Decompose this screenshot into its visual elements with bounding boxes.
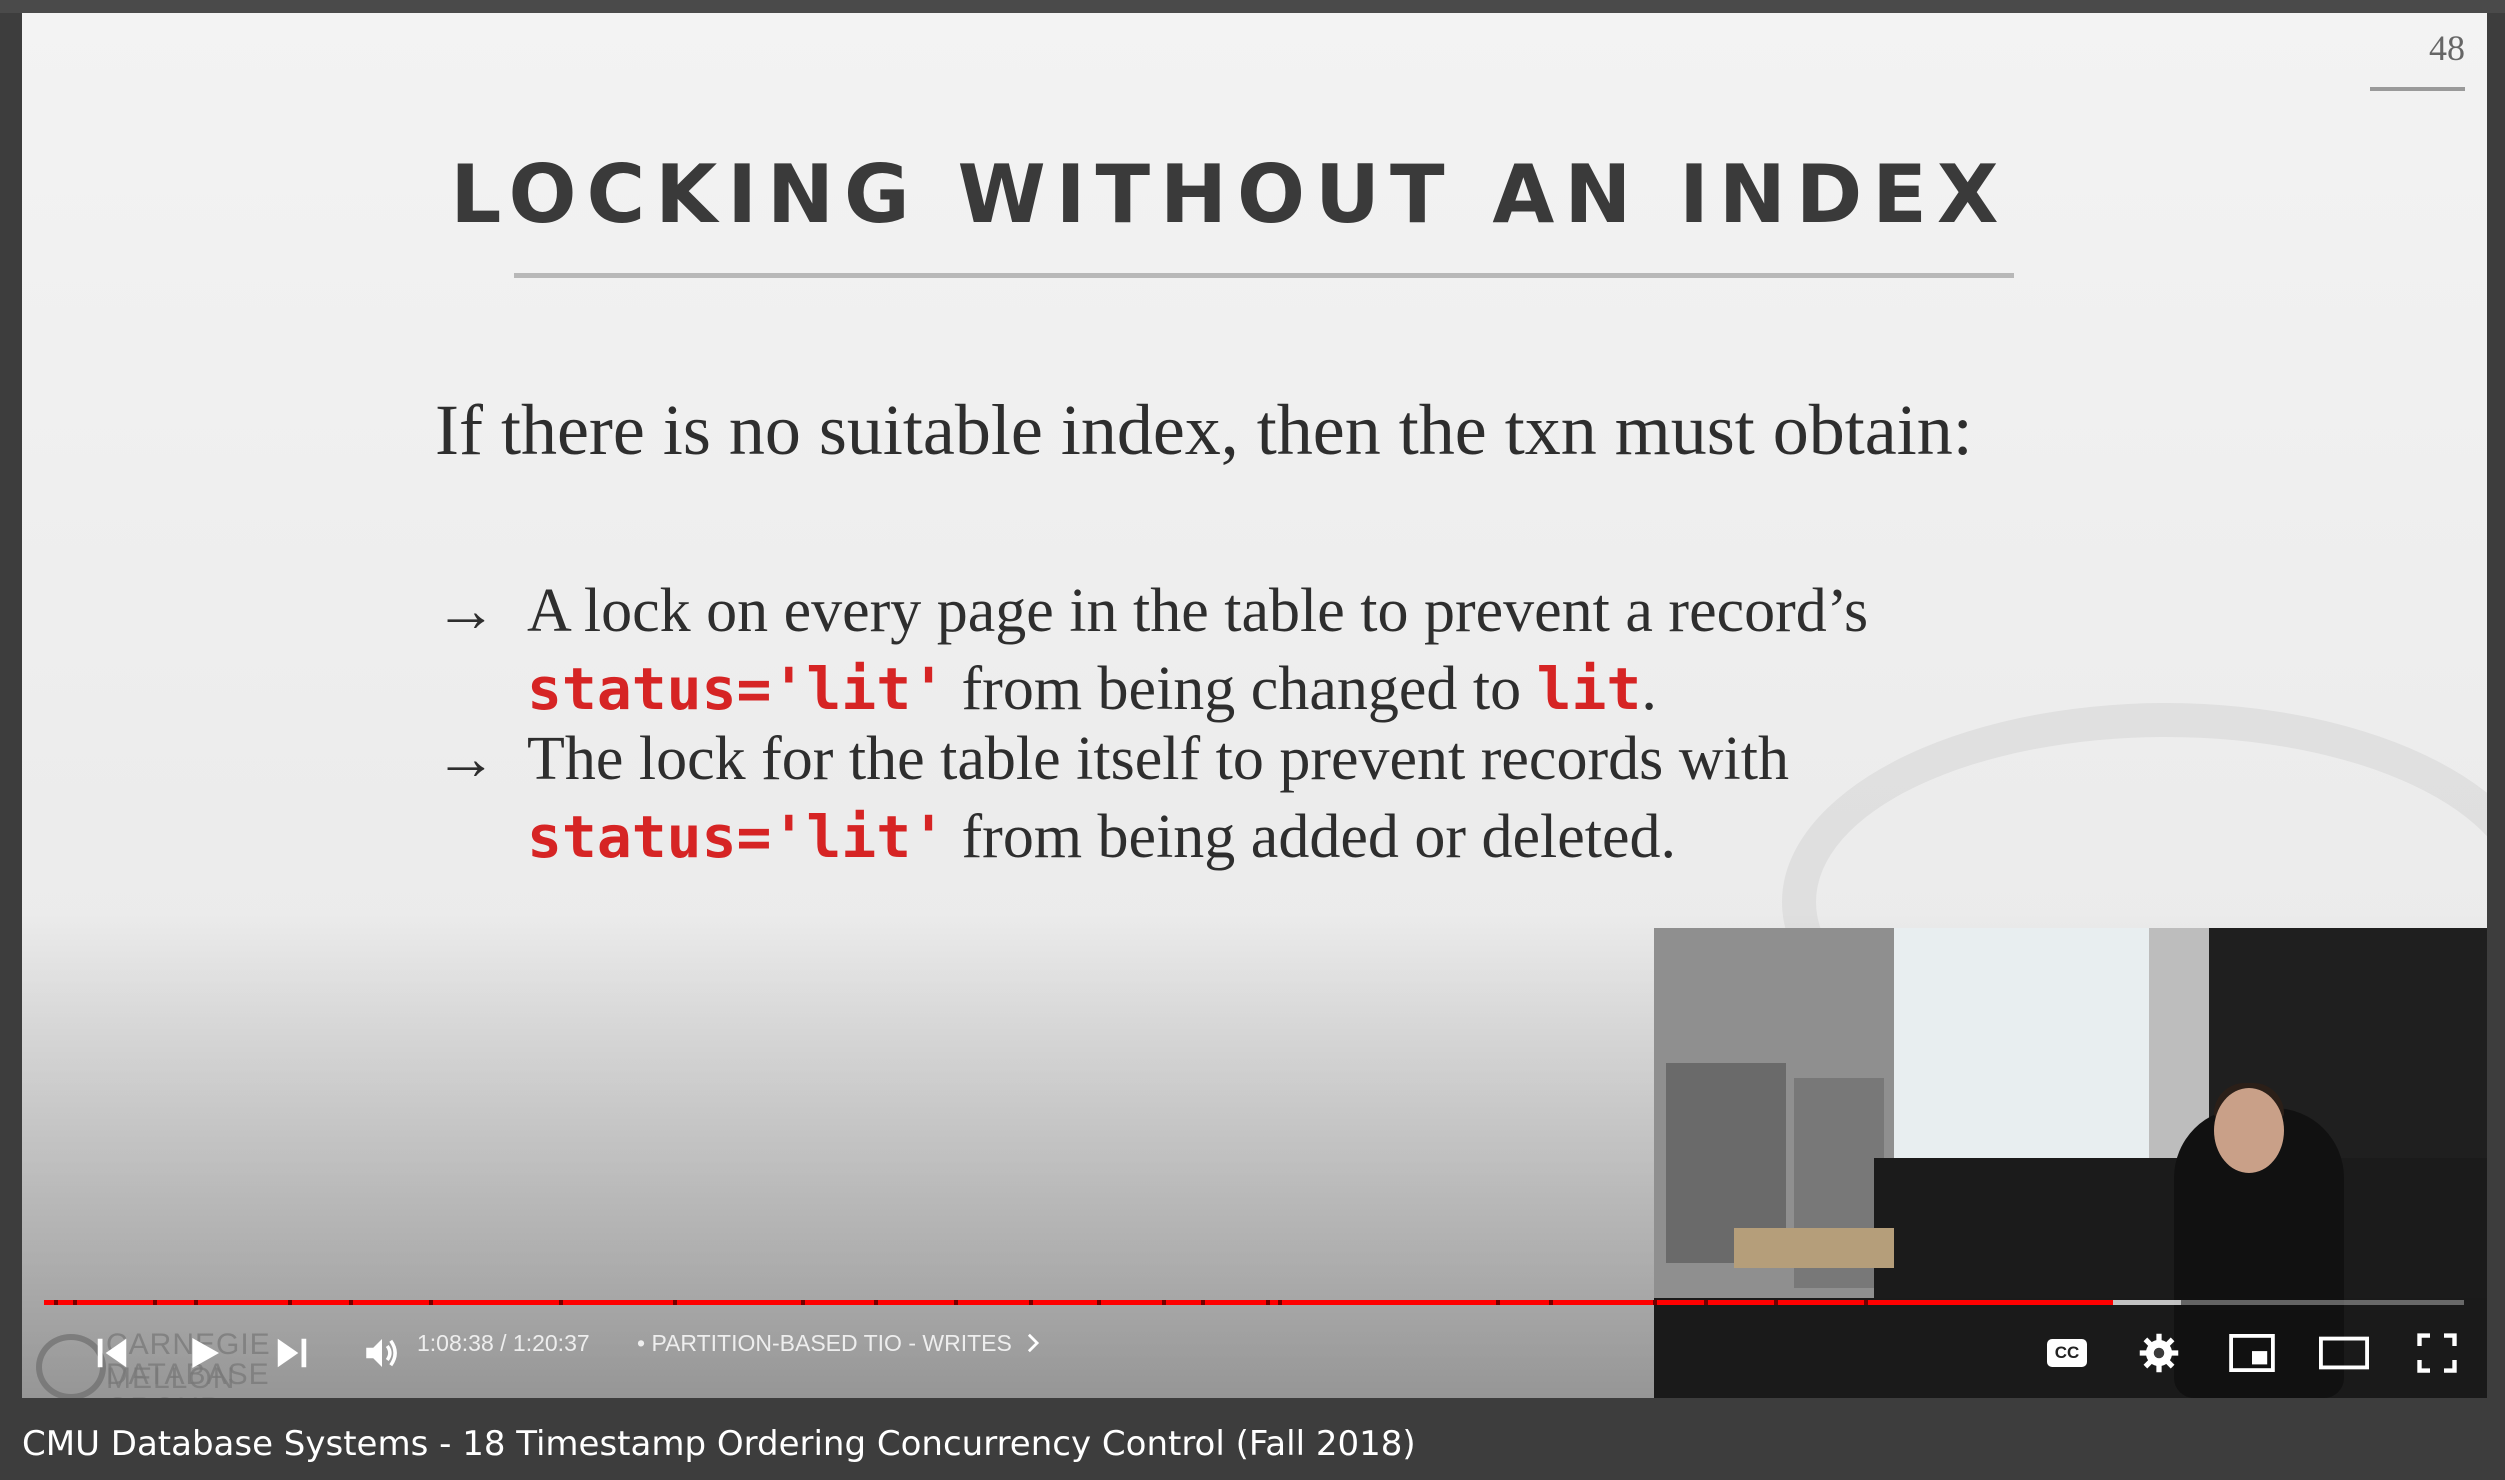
title-underline (514, 273, 2014, 278)
miniplayer-button[interactable] (2217, 1318, 2287, 1388)
theater-mode-button[interactable] (2309, 1318, 2379, 1388)
chapter-marker (801, 1300, 806, 1305)
progress-bar[interactable] (44, 1300, 2464, 1305)
fullscreen-button[interactable] (2402, 1318, 2472, 1388)
settings-icon (2139, 1333, 2179, 1373)
chapter-marker (953, 1300, 958, 1305)
next-icon (277, 1338, 307, 1368)
chapter-marker (1200, 1300, 1205, 1305)
bullet-text: from being added or deleted. (946, 803, 1676, 871)
captions-icon: CC (2047, 1339, 2087, 1367)
progress-played (44, 1300, 2114, 1305)
settings-button[interactable] (2124, 1318, 2194, 1388)
chapter-marker (1096, 1300, 1101, 1305)
bullet-code: status='lit' (527, 803, 947, 871)
bullet-text: The lock for the table itself to prevent… (527, 725, 1789, 793)
chapter-marker (1704, 1300, 1709, 1305)
chapter-marker (194, 1300, 199, 1305)
chapter-marker (1774, 1300, 1779, 1305)
chevron-right-icon (1028, 1333, 1040, 1353)
bullet-arrow: → (435, 725, 497, 793)
watermark-line-1: CARNEGIE MELLON (106, 1328, 271, 1395)
slide-body-text: If there is no suitable index, then the … (435, 390, 1973, 470)
bullet-text: . (1641, 655, 1657, 723)
chapter-title: PARTITION-BASED TIO - WRITES (651, 1330, 1012, 1356)
time-display: 1:08:38 / 1:20:37 (417, 1330, 590, 1356)
chapter-marker (1863, 1300, 1868, 1305)
current-time: 1:08:38 (417, 1330, 494, 1356)
video-title[interactable]: CMU Database Systems - 18 Timestamp Orde… (22, 1424, 1416, 1464)
chapter-marker (428, 1300, 433, 1305)
duration: 1:20:37 (512, 1330, 590, 1356)
fullscreen-icon (2417, 1333, 2457, 1373)
miniplayer-icon (2229, 1334, 2275, 1372)
watermark-line-2: DATABASE GROUP (106, 1358, 270, 1398)
bullet-arrow: → (435, 577, 497, 645)
chapter-marker (1028, 1300, 1033, 1305)
mute-button[interactable] (352, 1318, 412, 1388)
chapter-marker (1266, 1300, 1271, 1305)
chapter-bullet: • (637, 1330, 646, 1356)
slide-title: LOCKING WITHOUT AN INDEX (450, 148, 2009, 241)
chapter-marker (1278, 1300, 1283, 1305)
window-top-border (0, 0, 2505, 13)
chapter-marker (1162, 1300, 1167, 1305)
chapter-marker (152, 1300, 157, 1305)
captions-button[interactable]: CC (2032, 1318, 2102, 1388)
slide-page-number: 48 (2370, 27, 2465, 91)
bullet-text: from being changed to (946, 655, 1537, 723)
volume-icon (366, 1339, 397, 1367)
chapter-marker (1496, 1300, 1500, 1305)
chapter-marker (1653, 1300, 1658, 1305)
play-button[interactable] (174, 1318, 234, 1388)
next-button[interactable] (262, 1318, 322, 1388)
previous-icon (97, 1338, 127, 1368)
bullet-code: status='lit' (527, 655, 947, 723)
player-controls: CARNEGIE MELLON DATABASE GROUP 1:08:38 /… (22, 1318, 2487, 1398)
chapter-marker (1549, 1300, 1554, 1305)
play-icon (192, 1338, 219, 1368)
watermark-logo: CARNEGIE MELLON DATABASE GROUP (36, 1328, 376, 1398)
chapter-button[interactable]: • PARTITION-BASED TIO - WRITES (637, 1330, 1042, 1357)
chapter-marker (53, 1300, 58, 1305)
chapter-marker (288, 1300, 293, 1305)
previous-button[interactable] (82, 1318, 142, 1388)
database-logo-icon (36, 1334, 106, 1398)
slide: 48 LOCKING WITHOUT AN INDEX If there is … (22, 13, 2487, 1398)
chapter-marker (673, 1300, 678, 1305)
chapter-marker (348, 1300, 353, 1305)
chapter-marker (559, 1300, 564, 1305)
bullet-code: lit (1536, 655, 1642, 723)
bullet-text: A lock on every page in the table to pre… (527, 577, 1869, 645)
video-player[interactable]: 48 LOCKING WITHOUT AN INDEX If there is … (22, 13, 2487, 1398)
chapter-marker (73, 1300, 78, 1305)
theater-icon (2319, 1336, 2369, 1370)
chapter-marker (874, 1300, 879, 1305)
